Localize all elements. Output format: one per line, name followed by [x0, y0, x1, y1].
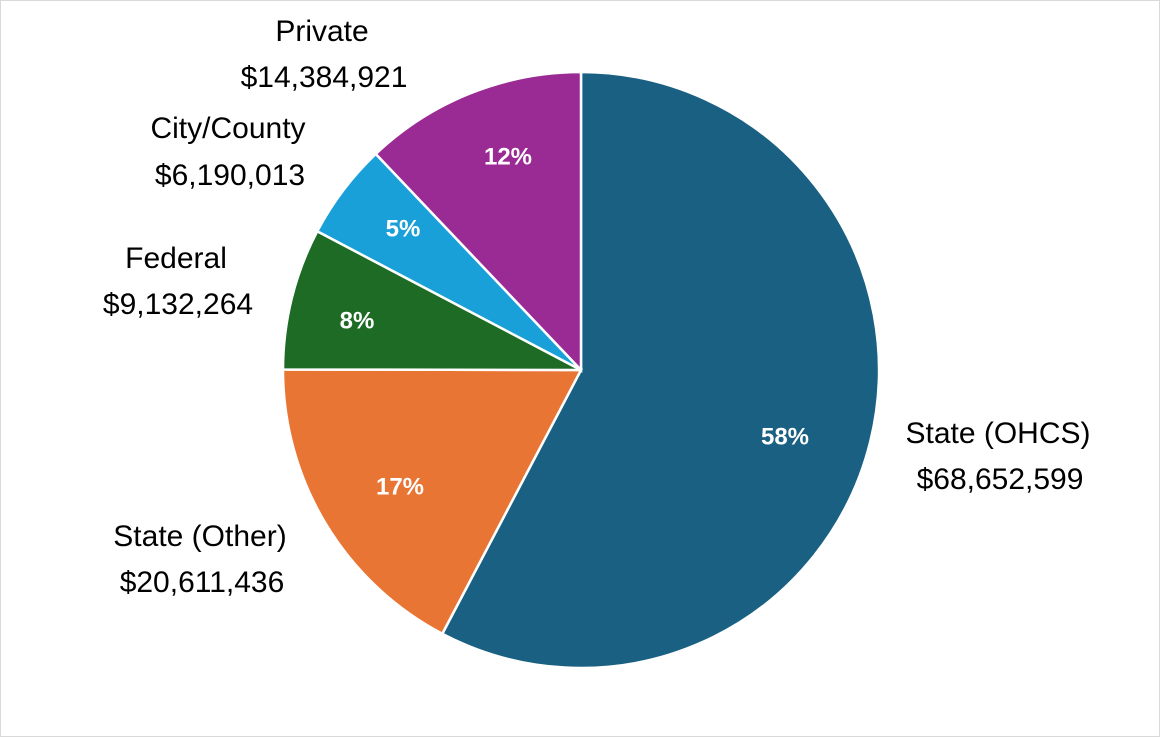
category-label: State (OHCS): [905, 417, 1090, 450]
value-label: $68,652,599: [917, 463, 1084, 496]
value-label: $14,384,921: [241, 61, 408, 94]
category-label: City/County: [150, 112, 305, 145]
pie-slice: [440, 70, 881, 670]
percent-label: 58%: [761, 423, 809, 450]
percent-label: 12%: [484, 143, 532, 170]
value-label: $20,611,436: [120, 566, 285, 599]
pie-slice: [373, 70, 583, 374]
pie-slice: [281, 229, 582, 372]
category-label: Federal: [125, 242, 227, 275]
value-label: $9,132,264: [103, 288, 253, 321]
category-label: Private: [275, 15, 368, 48]
percent-label: 8%: [340, 307, 375, 334]
pie-slice: [281, 368, 584, 636]
percent-label: 5%: [386, 215, 421, 242]
category-label: State (Other): [113, 520, 286, 553]
value-label: $6,190,013: [155, 159, 305, 192]
percent-label: 17%: [376, 473, 424, 500]
